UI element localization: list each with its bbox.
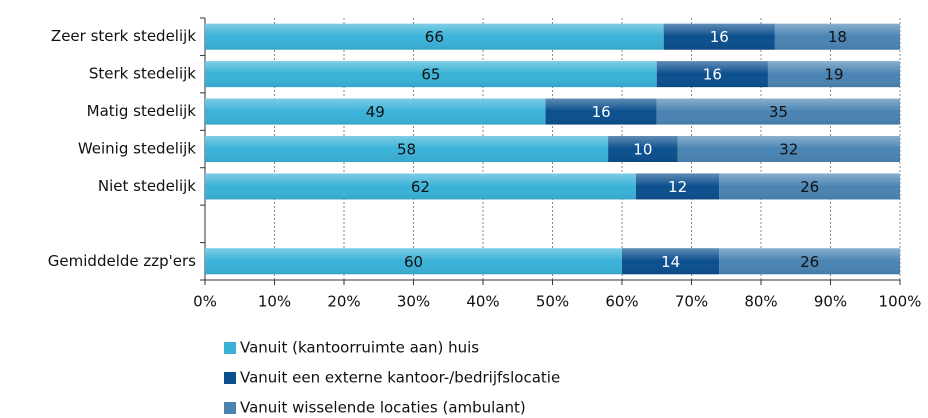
data-label: 10: [633, 141, 652, 159]
data-label: 12: [668, 178, 687, 196]
x-tick-label: 50%: [536, 293, 569, 311]
x-tick-label: 10%: [258, 293, 291, 311]
data-label: 14: [661, 253, 680, 271]
data-label: 66: [425, 28, 444, 46]
data-label: 19: [824, 66, 843, 84]
data-label: 62: [411, 178, 430, 196]
x-tick-label: 100%: [879, 293, 922, 311]
data-label: 49: [366, 103, 385, 121]
data-label: 65: [421, 66, 440, 84]
x-tick-label: 30%: [397, 293, 430, 311]
x-tick-label: 40%: [466, 293, 499, 311]
data-label: 16: [592, 103, 611, 121]
data-label: 58: [397, 141, 416, 159]
data-label: 26: [800, 253, 819, 271]
legend-label: Vanuit wisselende locaties (ambulant): [240, 399, 526, 417]
y-tick-label: Gemiddelde zzp'ers: [48, 252, 196, 270]
x-tick-label: 90%: [814, 293, 847, 311]
x-tick-label: 60%: [605, 293, 638, 311]
legend-label: Vanuit (kantoorruimte aan) huis: [240, 339, 479, 357]
x-tick-label: 70%: [675, 293, 708, 311]
y-tick-label: Weinig stedelijk: [78, 140, 196, 158]
y-tick-label: Sterk stedelijk: [89, 65, 196, 83]
legend-swatch: [224, 342, 236, 354]
y-tick-label: Zeer sterk stedelijk: [51, 27, 196, 45]
data-label: 16: [703, 66, 722, 84]
data-label: 18: [828, 28, 847, 46]
y-tick-label: Matig stedelijk: [87, 102, 197, 120]
legend-swatch: [224, 372, 236, 384]
x-tick-label: 0%: [193, 293, 217, 311]
data-label: 16: [710, 28, 729, 46]
y-tick-label: Niet stedelijk: [98, 177, 196, 195]
legend-label: Vanuit een externe kantoor-/bedrijfsloca…: [240, 369, 560, 387]
data-label: 35: [769, 103, 788, 121]
legend-swatch: [224, 402, 236, 414]
x-tick-label: 20%: [327, 293, 360, 311]
data-label: 60: [404, 253, 423, 271]
x-tick-label: 80%: [744, 293, 777, 311]
data-label: 32: [779, 141, 798, 159]
data-label: 26: [800, 178, 819, 196]
